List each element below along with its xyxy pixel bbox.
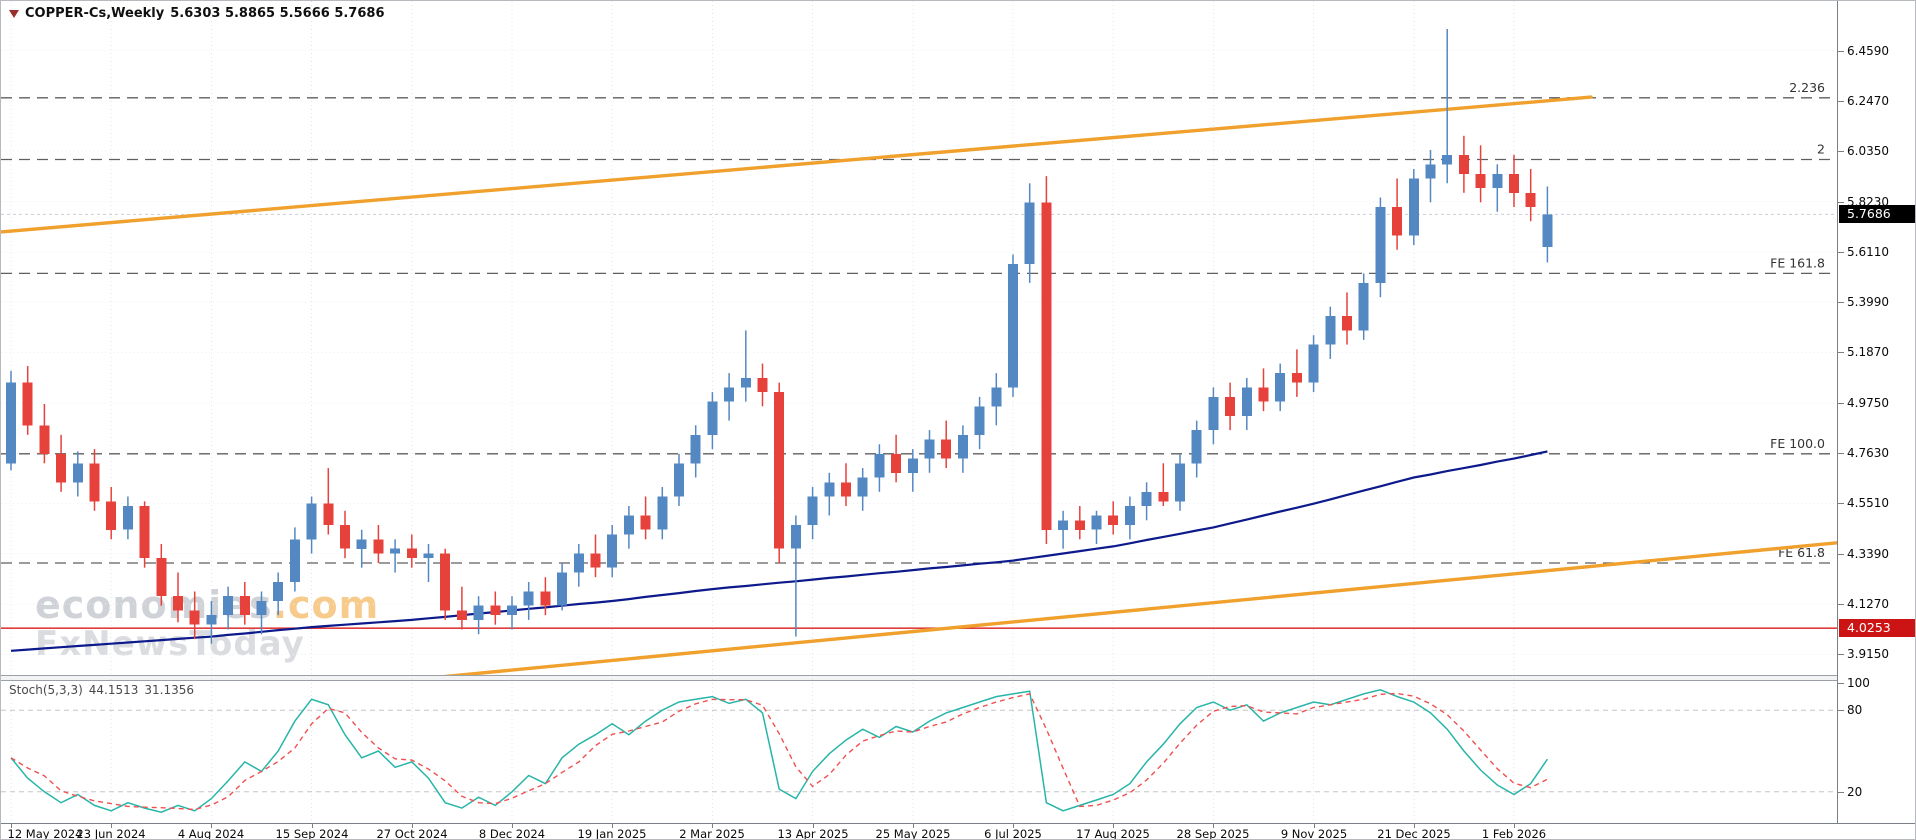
price-axis-label: 5.1870	[1847, 345, 1889, 359]
price-axis[interactable]: 6.4590 6.2470 6.0350 5.8230 5.6110 5.3990 5.18…	[1837, 1, 1915, 823]
pane-separator[interactable]	[1, 675, 1837, 681]
fib-level-label: 2.236	[1789, 80, 1825, 95]
stoch-axis-label: 100	[1847, 676, 1870, 690]
price-axis-label: 5.3990	[1847, 295, 1889, 309]
axis-tick	[1838, 654, 1844, 655]
indicator-label: Stoch(5,3,3) 44.1513 31.1356	[9, 683, 200, 697]
stoch-axis-label: 20	[1847, 785, 1863, 799]
date-tick	[813, 824, 814, 828]
red-level-tag: 4.0253	[1839, 619, 1915, 637]
symbol-title: COPPER-Cs,Weekly	[25, 6, 165, 21]
date-tick	[1314, 824, 1315, 828]
price-axis-label: 6.2470	[1847, 94, 1889, 108]
date-tick	[1414, 824, 1415, 828]
date-label: 15 Sep 2024	[275, 827, 349, 840]
date-label: 13 Apr 2025	[777, 827, 849, 840]
axis-tick	[1838, 792, 1844, 793]
date-tick	[1213, 824, 1214, 828]
symbol-info: COPPER-Cs,Weekly 5.6303 5.8865 5.5666 5.…	[9, 6, 385, 21]
stoch-k-value: 44.1513	[88, 683, 139, 697]
date-tick	[111, 824, 112, 828]
axis-tick	[1838, 352, 1844, 353]
fib-level-label: FE 161.8	[1770, 255, 1825, 270]
symbol-marker-icon	[9, 9, 19, 18]
date-label: 17 Aug 2025	[1076, 827, 1150, 840]
price-axis-label: 5.6110	[1847, 245, 1889, 259]
date-tick	[1013, 824, 1014, 828]
date-label: 23 Jun 2024	[76, 827, 146, 840]
axis-tick	[1838, 554, 1844, 555]
date-tick	[913, 824, 914, 828]
axis-tick	[1838, 151, 1844, 152]
price-chart-pane[interactable]: economies.com FxNewsToday 2.236 2 FE 161.8…	[1, 1, 1837, 675]
axis-tick	[1838, 453, 1844, 454]
date-label: 12 May 2024	[7, 827, 83, 840]
date-label: 28 Sep 2025	[1176, 827, 1250, 840]
axis-tick	[1838, 252, 1844, 253]
current-price-tag: 5.7686	[1839, 205, 1915, 223]
date-label: 27 Oct 2024	[376, 827, 448, 840]
date-tick	[512, 824, 513, 828]
date-label: 25 May 2025	[875, 827, 951, 840]
fib-level-label: 2	[1817, 142, 1825, 157]
stochastic-canvas[interactable]	[1, 679, 1837, 823]
axis-tick	[1838, 604, 1844, 605]
axis-tick	[1838, 202, 1844, 203]
stoch-k-line	[10, 689, 1549, 813]
price-axis-label: 4.5510	[1847, 496, 1889, 510]
moving-average-line	[10, 450, 1548, 652]
date-label: 19 Jan 2025	[577, 827, 647, 840]
stoch-axis-label: 80	[1847, 703, 1863, 717]
date-label: 4 Aug 2024	[177, 827, 245, 840]
date-tick	[1113, 824, 1114, 828]
ohlc-values: 5.6303 5.8865 5.5666 5.7686	[170, 6, 385, 21]
candles-group[interactable]	[6, 29, 1553, 644]
axis-tick	[1838, 683, 1844, 684]
stochastic-pane[interactable]: Stoch(5,3,3) 44.1513 31.1356	[1, 679, 1837, 823]
trendline[interactable]	[441, 541, 1837, 675]
price-axis-label: 6.0350	[1847, 144, 1889, 158]
price-axis-label: 6.4590	[1847, 44, 1889, 58]
axis-tick	[1838, 51, 1844, 52]
date-label: 8 Dec 2024	[478, 827, 546, 840]
fib-level-label: FE 100.0	[1770, 436, 1825, 451]
date-label: 2 Mar 2025	[679, 827, 745, 840]
date-tick	[211, 824, 212, 828]
date-tick	[11, 824, 12, 828]
price-axis-label: 4.3390	[1847, 547, 1889, 561]
date-label: 9 Nov 2025	[1280, 827, 1348, 840]
price-axis-label: 4.9750	[1847, 396, 1889, 410]
axis-tick	[1838, 302, 1844, 303]
indicator-name: Stoch(5,3,3)	[9, 683, 83, 697]
date-label: 1 Feb 2026	[1481, 827, 1547, 840]
axis-tick	[1838, 403, 1844, 404]
watermark-brand-suffix: .com	[272, 583, 380, 627]
price-axis-label: 3.9150	[1847, 647, 1889, 661]
price-axis-label: 4.1270	[1847, 597, 1889, 611]
date-tick	[712, 824, 713, 828]
stoch-d-line	[10, 692, 1548, 811]
date-label: 6 Jul 2025	[984, 827, 1042, 840]
date-label: 21 Dec 2025	[1377, 827, 1451, 840]
trendline[interactable]	[1, 95, 1593, 234]
stoch-d-value: 31.1356	[144, 683, 195, 697]
time-axis[interactable]: 12 May 2024 23 Jun 2024 4 Aug 2024 15 Sep 2…	[1, 823, 1915, 840]
date-tick	[612, 824, 613, 828]
date-tick	[312, 824, 313, 828]
axis-tick	[1838, 101, 1844, 102]
price-axis-label: 4.7630	[1847, 446, 1889, 460]
axis-tick	[1838, 503, 1844, 504]
date-tick	[412, 824, 413, 828]
date-tick	[1514, 824, 1515, 828]
axis-tick	[1838, 710, 1844, 711]
